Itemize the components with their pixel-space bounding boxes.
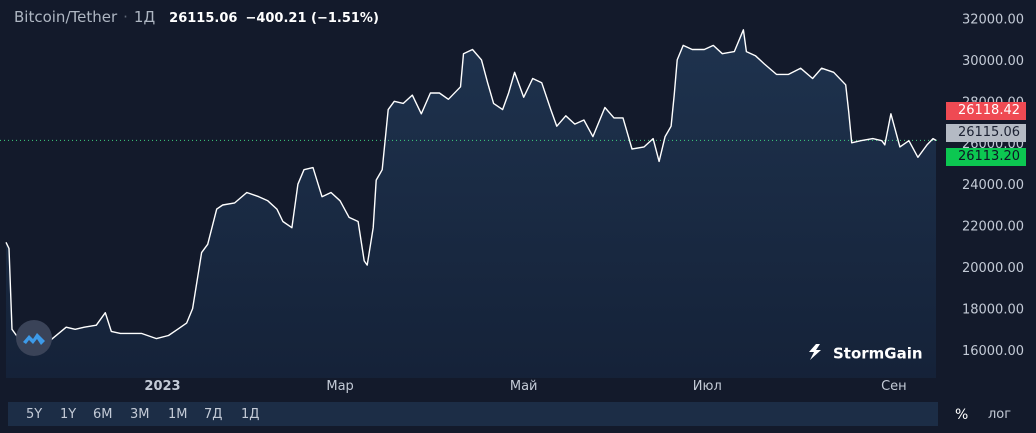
pair-name: Bitcoin/Tether bbox=[14, 8, 118, 26]
x-tick-label: Сен bbox=[881, 379, 907, 394]
x-tick-label: Май bbox=[510, 379, 538, 394]
period-6m[interactable]: 6M bbox=[93, 407, 113, 422]
timeframe-label[interactable]: 1Д bbox=[133, 8, 156, 26]
period-5y[interactable]: 5Y bbox=[26, 407, 43, 422]
x-tick-label: 2023 bbox=[144, 379, 180, 394]
brand-watermark: StormGain bbox=[805, 343, 923, 365]
brand-name: StormGain bbox=[833, 344, 923, 363]
period-1d[interactable]: 1Д bbox=[241, 407, 260, 422]
period-1y[interactable]: 1Y bbox=[60, 407, 77, 422]
log-scale-toggle[interactable]: лог bbox=[988, 407, 1012, 422]
y-tick-label: 24000.00 bbox=[962, 178, 1024, 193]
chart-header: Bitcoin/Tether · 1Д 26115.06 −400.21 (−1.51%… bbox=[14, 8, 379, 26]
x-axis: 2023 Мар Май Июл Сен bbox=[144, 379, 906, 394]
high-price-tag: 26118.42 bbox=[946, 102, 1026, 120]
low-price-tag: 26113.20 bbox=[946, 148, 1026, 166]
y-tick-label: 20000.00 bbox=[962, 261, 1024, 276]
header-separator: · bbox=[123, 8, 128, 26]
percent-scale-toggle[interactable]: % bbox=[955, 407, 969, 423]
price-area-fill bbox=[6, 29, 936, 379]
period-7d[interactable]: 7Д bbox=[204, 407, 223, 422]
stormgain-logo-icon bbox=[16, 320, 52, 356]
period-selector: 5Y 1Y 6M 3M 1M 7Д 1Д bbox=[8, 402, 938, 426]
bolt-icon bbox=[805, 343, 825, 365]
y-tick-label: 18000.00 bbox=[962, 303, 1024, 318]
period-3m[interactable]: 3M bbox=[130, 407, 150, 422]
price-line bbox=[5, 29, 937, 355]
y-tick-label: 30000.00 bbox=[962, 54, 1024, 69]
y-tick-label: 22000.00 bbox=[962, 220, 1024, 235]
period-1m[interactable]: 1M bbox=[168, 407, 188, 422]
y-tick-label: 32000.00 bbox=[962, 12, 1024, 27]
price-change: −400.21 (−1.51%) bbox=[245, 11, 379, 26]
y-tick-label: 16000.00 bbox=[962, 344, 1024, 359]
y-axis: 16000.00 18000.00 20000.00 22000.00 24000.00… bbox=[962, 12, 1024, 359]
x-tick-label: Июл bbox=[693, 379, 722, 394]
last-price: 26115.06 bbox=[169, 11, 238, 26]
x-tick-label: Мар bbox=[326, 379, 353, 394]
current-price-tag: 26115.06 bbox=[946, 124, 1026, 142]
